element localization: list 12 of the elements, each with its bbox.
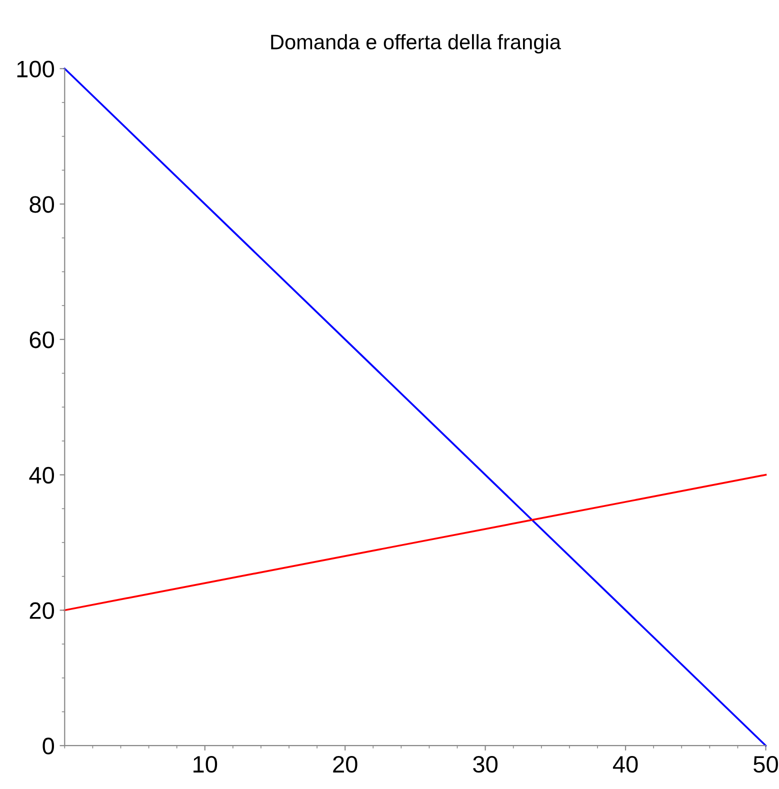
y-tick-label: 0 <box>42 738 54 754</box>
y-tick-label: 100 <box>17 60 54 78</box>
x-tick-label: 30 <box>473 756 498 773</box>
x-tick-label: 50 <box>754 756 778 773</box>
x-tick-label: 20 <box>333 756 358 773</box>
x-tick-label: 40 <box>612 756 638 773</box>
x-tick-label: 10 <box>194 756 218 773</box>
y-tick-label: 60 <box>30 331 54 348</box>
chart-title: Domanda e offerta della frangia <box>271 34 561 54</box>
y-tick-label: 80 <box>30 196 54 213</box>
y-tick-label: 40 <box>29 466 54 484</box>
y-tick-label: 20 <box>30 602 54 619</box>
